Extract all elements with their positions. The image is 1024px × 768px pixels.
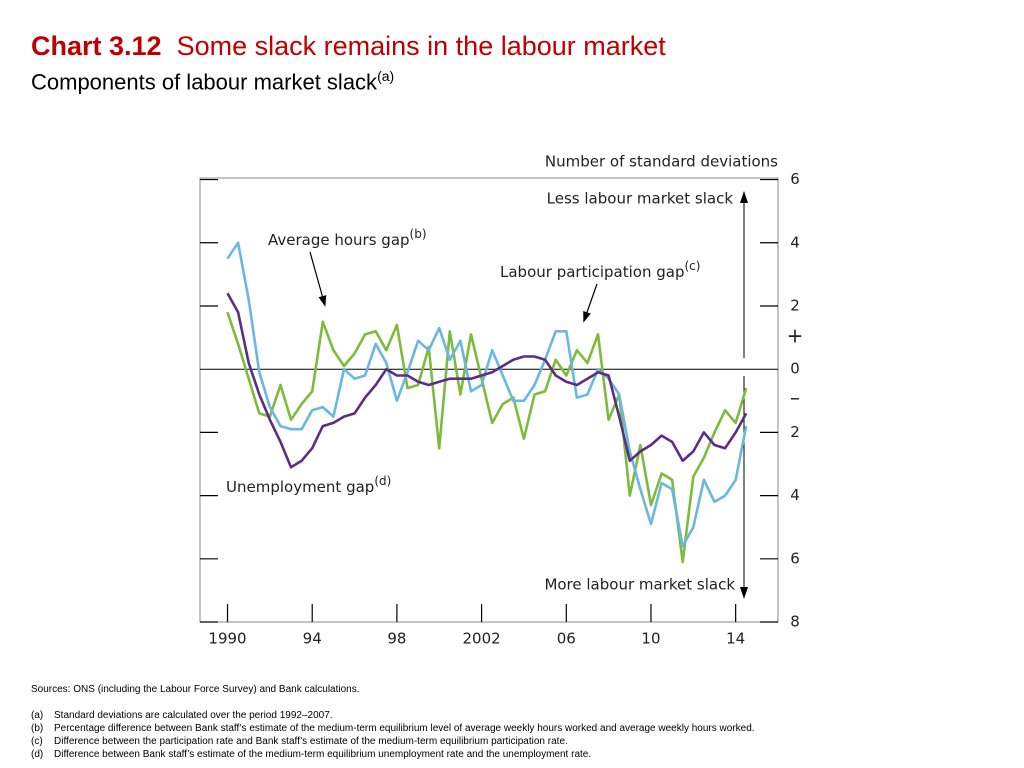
- chart-title: Some slack remains in the labour market: [176, 31, 666, 61]
- y-tick-label: 0: [790, 360, 800, 378]
- lower-annotation: More labour market slack: [544, 576, 735, 594]
- y-tick-label: 4: [790, 486, 800, 504]
- footnote-label: (d): [31, 749, 44, 760]
- minus-sign: –: [790, 386, 800, 410]
- series-name: Labour participation gap: [500, 263, 684, 281]
- chart-label: Chart 3.12: [31, 31, 162, 61]
- footnote-label: (a): [31, 710, 44, 721]
- x-tick-label: 10: [641, 630, 660, 648]
- series-note: (d): [374, 474, 391, 488]
- series-name: Average hours gap: [268, 231, 410, 249]
- y-tick-label: 8: [790, 613, 800, 631]
- series-label: Average hours gap(b): [268, 227, 427, 249]
- y-tick-label: 2: [790, 423, 800, 441]
- subtitle: Components of labour market slack(a): [31, 62, 666, 96]
- x-tick-label: 1990: [208, 630, 246, 648]
- arrow-head: [740, 587, 748, 599]
- series-line: [226, 311, 748, 564]
- series-line: [226, 241, 748, 548]
- x-tick-label: 94: [303, 630, 322, 648]
- subtitle-text: Components of labour market slack: [31, 69, 378, 95]
- sources: Sources: ONS (including the Labour Force…: [31, 684, 360, 695]
- footnote: (a) Standard deviations are calculated ov…: [31, 709, 755, 722]
- callout-head: [318, 295, 327, 307]
- x-tick-label: 06: [557, 630, 576, 648]
- footnote-label: (c): [31, 736, 43, 747]
- footnote-text: Difference between the participation rat…: [54, 736, 568, 747]
- plot-frame: [199, 177, 779, 623]
- y-tick-label: 4: [790, 233, 800, 251]
- arrow-head: [740, 191, 748, 203]
- y-tick-label: 6: [790, 170, 800, 188]
- y-tick-label: 2: [790, 296, 800, 314]
- header: Chart 3.12 Some slack remains in the lab…: [31, 30, 666, 96]
- x-tick-label: 14: [726, 630, 745, 648]
- footnote: (b) Percentage difference between Bank st…: [31, 722, 755, 735]
- footnote: (d) Difference between Bank staff’s estim…: [31, 748, 755, 761]
- footnote-text: Difference between Bank staff’s estimate…: [54, 749, 592, 760]
- footnote: (c) Difference between the participation …: [31, 735, 755, 748]
- x-tick-label: 2002: [462, 630, 500, 648]
- plus-sign: +: [787, 324, 804, 348]
- title: Chart 3.12 Some slack remains in the lab…: [31, 30, 666, 62]
- series-label: Labour participation gap(c): [500, 259, 700, 281]
- footnotes: Sources: ONS (including the Labour Force…: [31, 683, 755, 761]
- footnote-label: (b): [31, 723, 44, 734]
- series-line: [226, 292, 748, 469]
- callout-line: [584, 283, 598, 319]
- y-axis-label: Number of standard deviations: [545, 153, 778, 171]
- x-tick-label: 98: [387, 630, 406, 648]
- series-note: (b): [410, 227, 427, 241]
- footnote-text: Standard deviations are calculated over …: [54, 710, 333, 721]
- chart: Number of standard deviations Less labou…: [199, 153, 804, 648]
- callout-line: [309, 251, 325, 303]
- series-note: (c): [684, 259, 700, 273]
- y-tick-label: 6: [790, 549, 800, 567]
- series-label: Unemployment gap(d): [226, 474, 391, 496]
- series-name: Unemployment gap: [226, 478, 374, 496]
- upper-annotation: Less labour market slack: [547, 190, 734, 208]
- footnote-text: Percentage difference between Bank staff…: [54, 723, 755, 734]
- callout-head: [583, 311, 591, 323]
- subtitle-note: (a): [377, 68, 395, 84]
